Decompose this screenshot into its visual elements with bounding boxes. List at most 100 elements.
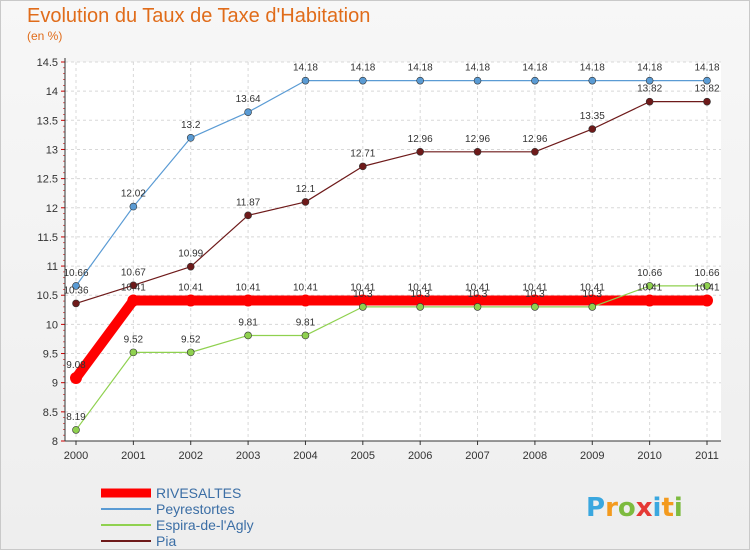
data-label: 10.41 (121, 282, 146, 293)
y-tick-label: 12.5 (37, 174, 58, 186)
data-label: 9.81 (238, 317, 258, 328)
data-label: 9.81 (296, 317, 316, 328)
x-tick-label: 2008 (523, 450, 547, 462)
x-tick-label: 2005 (351, 450, 375, 462)
data-label: 13.35 (580, 111, 605, 122)
data-point (473, 76, 482, 85)
data-point (70, 372, 82, 385)
data-point (473, 147, 482, 156)
proxiti-logo: Proxiti (586, 493, 683, 523)
data-label: 10.3 (410, 289, 430, 300)
data-label: 13.82 (637, 84, 662, 95)
data-label: 10.41 (350, 282, 375, 293)
data-label: 14.18 (580, 63, 605, 74)
data-label: 10.41 (178, 282, 203, 293)
data-point (588, 303, 597, 311)
data-point (301, 76, 310, 85)
data-label: 10.41 (236, 282, 261, 293)
data-point (186, 348, 195, 357)
data-point (416, 76, 424, 85)
data-point (531, 147, 539, 156)
y-tick-label: 9 (52, 378, 58, 390)
data-label: 12.96 (522, 134, 547, 145)
data-point (703, 282, 711, 290)
data-label: 14.18 (293, 63, 318, 74)
y-tick-label: 11.5 (37, 232, 58, 244)
data-label: 14.18 (350, 63, 375, 74)
data-point (588, 76, 597, 85)
data-point (588, 125, 597, 133)
data-point (703, 76, 711, 85)
data-label: 10.41 (637, 282, 662, 293)
x-tick-label: 2006 (408, 450, 432, 462)
data-point (414, 294, 427, 307)
legend-label: Espira-de-l'Agly (156, 517, 254, 533)
data-label: 10.41 (580, 282, 605, 293)
data-point (645, 76, 654, 85)
data-label: 13.2 (181, 120, 201, 131)
data-point (359, 303, 367, 311)
series-line (71, 295, 712, 384)
data-point (416, 303, 424, 311)
data-label: 10.41 (293, 282, 318, 293)
data-point (72, 426, 80, 434)
data-label: 12.02 (121, 189, 146, 200)
x-tick-label: 2002 (178, 450, 202, 462)
data-label: 10.41 (465, 282, 490, 293)
data-point (244, 331, 252, 340)
data-point (473, 303, 482, 311)
data-point (356, 294, 369, 307)
x-tick-label: 2000 (64, 450, 88, 462)
data-label: 13.82 (694, 84, 719, 95)
series-line (75, 101, 708, 304)
data-label: 10.3 (468, 289, 488, 300)
data-label: 12.96 (465, 134, 490, 145)
data-point (701, 294, 713, 307)
legend-label: Pia (156, 533, 176, 549)
x-tick-label: 2004 (293, 450, 317, 462)
data-point (359, 76, 367, 85)
y-tick-label: 13.5 (37, 115, 58, 127)
data-label: 12.1 (296, 184, 316, 195)
data-label: 11.87 (236, 197, 261, 208)
data-label: 9.52 (124, 334, 144, 345)
data-point (299, 294, 312, 307)
data-point (129, 202, 138, 211)
data-point (129, 281, 138, 290)
data-point (72, 282, 80, 290)
data-label: 12.71 (350, 148, 375, 159)
data-point (643, 294, 656, 307)
data-label: 12.96 (408, 134, 433, 145)
x-tick-label: 2011 (695, 450, 719, 462)
data-label: 14.18 (637, 63, 662, 74)
data-label: 10.36 (63, 285, 88, 296)
data-label: 8.19 (66, 412, 86, 423)
data-point (72, 299, 80, 308)
data-point (127, 294, 140, 307)
data-point (531, 303, 539, 311)
y-tick-label: 10 (46, 319, 58, 331)
data-label: 13.64 (236, 94, 261, 105)
data-label: 10.66 (694, 268, 719, 279)
chart-title: Evolution du Taux de Taxe d'Habitation (27, 5, 371, 27)
data-point (186, 134, 195, 142)
y-tick-label: 8.5 (43, 407, 58, 419)
y-tick-label: 14.5 (37, 57, 58, 69)
data-label: 9.52 (181, 334, 201, 345)
data-point (528, 294, 541, 307)
data-label: 14.18 (694, 63, 719, 74)
data-label: 10.66 (63, 268, 88, 279)
series-line (75, 80, 708, 287)
data-label: 10.99 (178, 249, 203, 260)
series-pia (72, 97, 711, 308)
data-point (471, 294, 484, 307)
data-point (301, 198, 310, 206)
data-label: 10.3 (583, 289, 603, 300)
y-tick-label: 8 (52, 436, 58, 448)
x-tick-label: 2001 (121, 450, 145, 462)
x-tick-label: 2009 (580, 450, 604, 462)
data-point (242, 294, 255, 307)
series-espira-de-l-agly (72, 282, 711, 434)
